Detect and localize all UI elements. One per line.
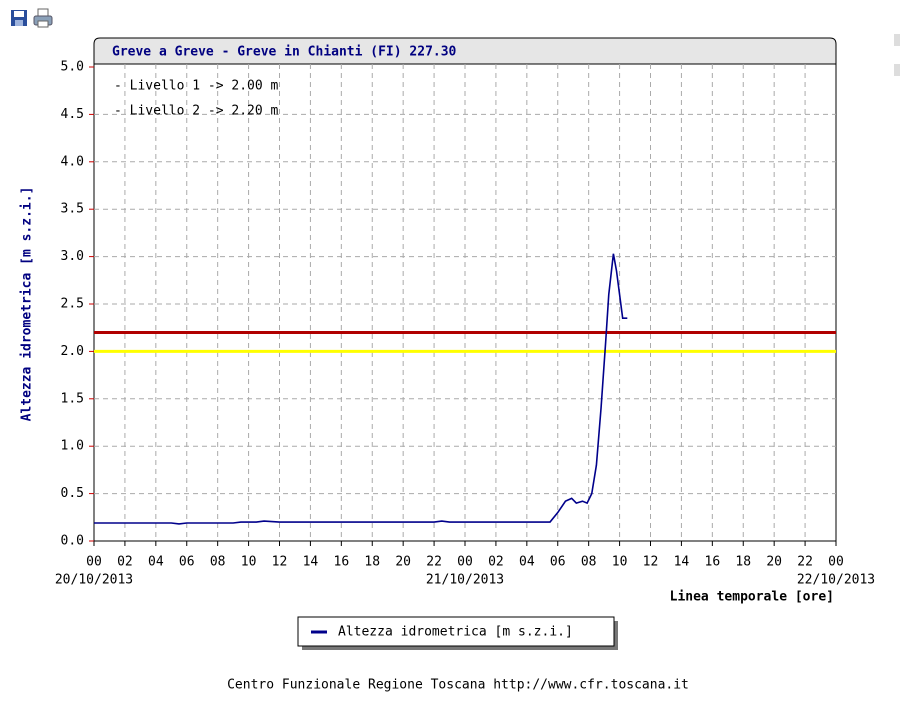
x-tick-label: 02: [117, 555, 133, 570]
x-tick-label: 22: [797, 555, 813, 570]
x-tick-label: 22: [426, 555, 442, 570]
x-tick-label: 06: [179, 555, 195, 570]
x-tick-label: 00: [457, 555, 473, 570]
x-tick-label: 16: [705, 555, 721, 570]
print-icon[interactable]: [33, 8, 53, 28]
y-tick-label: 2.0: [61, 344, 84, 359]
y-tick-label: 4.0: [61, 154, 84, 169]
x-tick-label: 00: [86, 555, 102, 570]
x-tick-label: 10: [241, 555, 257, 570]
threshold-label: - Livello 1 -> 2.00 m: [114, 79, 279, 94]
x-tick-label: 18: [735, 555, 751, 570]
x-tick-label: 12: [272, 555, 288, 570]
y-tick-label: 2.5: [61, 297, 84, 312]
x-tick-label: 08: [581, 555, 597, 570]
x-tick-label: 18: [364, 555, 380, 570]
side-mark: [894, 64, 900, 76]
x-date-label: 21/10/2013: [426, 573, 504, 588]
x-tick-label: 20: [395, 555, 411, 570]
x-tick-label: 08: [210, 555, 226, 570]
x-tick-label: 20: [766, 555, 782, 570]
x-tick-label: 14: [303, 555, 319, 570]
y-tick-label: 0.5: [61, 486, 84, 501]
legend: [297, 616, 615, 647]
x-tick-label: 14: [674, 555, 690, 570]
y-tick-label: 0.0: [61, 534, 84, 549]
x-tick-label: 00: [828, 555, 844, 570]
legend-label: Altezza idrometrica [m s.z.i.]: [338, 625, 573, 640]
y-tick-label: 3.5: [61, 202, 84, 217]
x-tick-label: 12: [643, 555, 659, 570]
x-tick-label: 10: [612, 555, 628, 570]
x-tick-label: 16: [334, 555, 350, 570]
y-axis-label: Altezza idrometrica [m s.z.i.]: [20, 187, 35, 422]
y-tick-label: 1.0: [61, 439, 84, 454]
chart-title: Greve a Greve - Greve in Chianti (FI) 22…: [112, 45, 457, 60]
x-date-label: 20/10/2013: [55, 573, 133, 588]
x-tick-label: 04: [519, 555, 535, 570]
y-tick-label: 3.0: [61, 249, 84, 264]
toolbar: [11, 8, 53, 28]
save-icon[interactable]: [11, 10, 27, 26]
footer: Centro Funzionale Regione Toscana http:/…: [227, 678, 689, 693]
y-tick-label: 4.5: [61, 107, 84, 122]
x-axis-label: Linea temporale [ore]: [670, 590, 834, 605]
y-tick-label: 5.0: [61, 60, 84, 75]
data-line: [94, 253, 628, 525]
side-mark: [894, 34, 900, 46]
title-box: [93, 37, 837, 65]
y-tick-label: 1.5: [61, 391, 84, 406]
x-tick-label: 04: [148, 555, 164, 570]
x-date-label: 22/10/2013: [797, 573, 875, 588]
x-tick-label: 02: [488, 555, 504, 570]
x-tick-label: 06: [550, 555, 566, 570]
threshold-label: - Livello 2 -> 2.20 m: [114, 104, 279, 119]
